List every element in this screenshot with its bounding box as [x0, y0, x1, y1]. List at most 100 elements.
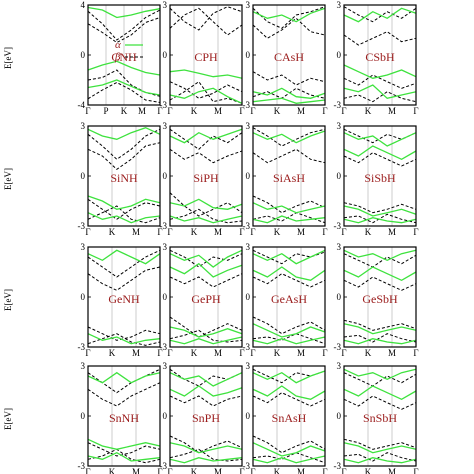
alpha-band: [343, 64, 417, 79]
beta-band: [343, 6, 417, 23]
alpha-band: [343, 145, 417, 161]
beta-band: [252, 195, 326, 214]
x-tick-label: K: [191, 227, 198, 237]
x-tick-label: Γ: [85, 227, 90, 237]
y-tick-label: 0: [163, 292, 168, 302]
material-label: CPH: [194, 50, 218, 64]
alpha-band: [252, 97, 326, 104]
y-tick-label: -3: [243, 221, 251, 231]
x-tick-label: Γ: [157, 467, 162, 474]
beta-band: [252, 148, 326, 164]
material-label: SiAsH: [273, 171, 305, 185]
alpha-band: [169, 215, 243, 224]
alpha-band: [252, 202, 326, 214]
beta-band: [252, 87, 326, 99]
alpha-band: [252, 87, 326, 99]
beta-band: [343, 152, 417, 167]
x-tick-label: K: [365, 348, 372, 358]
y-tick-label: -3: [160, 342, 168, 352]
y-axis-title: E[eV]: [3, 408, 13, 430]
alpha-band: [169, 262, 243, 278]
material-label: SiSbH: [364, 171, 396, 185]
x-tick-label: K: [109, 467, 116, 474]
y-tick-label: -4: [78, 100, 86, 110]
beta-band: [252, 368, 326, 384]
x-tick-label: M: [132, 227, 140, 237]
x-tick-label: Γ: [341, 467, 346, 474]
beta-band: [252, 6, 326, 29]
alpha-band: [343, 7, 417, 23]
y-tick-label: -3: [334, 100, 342, 110]
x-tick-label: K: [365, 227, 372, 237]
beta-band: [169, 7, 243, 36]
y-tick-label: 3: [246, 0, 251, 10]
material-label: GeSbH: [362, 292, 398, 306]
x-tick-label: M: [388, 106, 396, 116]
y-tick-label: 3: [337, 0, 342, 10]
alpha-band: [343, 385, 417, 401]
x-tick-label: Γ: [341, 227, 346, 237]
x-tick-label: M: [214, 106, 222, 116]
y-tick-label: -3: [78, 221, 86, 231]
beta-band: [252, 435, 326, 454]
x-tick-label: Γ: [413, 106, 418, 116]
material-label: GeNH: [108, 292, 140, 306]
alpha-band: [87, 60, 161, 76]
x-tick-label: M: [388, 348, 396, 358]
y-tick-label: 4: [81, 0, 86, 10]
x-tick-label: Γ: [250, 348, 255, 358]
alpha-band: [252, 385, 326, 400]
x-tick-label: Γ: [157, 227, 162, 237]
beta-band: [87, 128, 161, 160]
beta-band: [252, 392, 326, 407]
x-tick-label: Γ: [341, 348, 346, 358]
material-label: SnPH: [192, 411, 220, 425]
alpha-band: [169, 457, 243, 464]
beta-band: [87, 382, 161, 407]
x-tick-label: M: [297, 106, 305, 116]
beta-band: [343, 213, 417, 224]
x-tick-label: P: [103, 106, 108, 116]
x-tick-label: K: [274, 467, 281, 474]
y-tick-label: -3: [334, 461, 342, 471]
y-tick-label: -3: [243, 342, 251, 352]
alpha-band: [343, 84, 417, 100]
x-tick-label: Γ: [85, 348, 90, 358]
y-tick-label: 3: [81, 121, 86, 131]
x-tick-label: Γ: [167, 227, 172, 237]
material-label: SiPH: [193, 171, 219, 185]
beta-band: [169, 249, 243, 268]
x-tick-label: Γ: [239, 348, 244, 358]
y-tick-label: -3: [78, 342, 86, 352]
legend-symbol: α: [115, 39, 121, 51]
x-tick-label: Γ: [250, 227, 255, 237]
beta-band: [169, 329, 243, 343]
beta-band: [343, 372, 417, 387]
x-tick-label: M: [214, 348, 222, 358]
alpha-band: [343, 368, 417, 381]
x-tick-label: K: [191, 348, 198, 358]
alpha-band: [87, 451, 161, 462]
x-tick-label: Γ: [322, 106, 327, 116]
x-tick-label: Γ: [167, 348, 172, 358]
x-tick-label: Γ: [85, 106, 90, 116]
alpha-band: [252, 370, 326, 384]
y-tick-label: 3: [337, 121, 342, 131]
x-tick-label: Γ: [167, 467, 172, 474]
beta-band: [343, 395, 417, 410]
alpha-band: [169, 249, 243, 268]
x-tick-label: M: [297, 348, 305, 358]
y-axis-titles: E[eV] E[eV] E[eV] E[eV]: [3, 47, 13, 430]
alpha-band: [87, 249, 161, 265]
x-tick-label: M: [214, 227, 222, 237]
x-tick-label: Γ: [341, 106, 346, 116]
y-tick-label: 3: [246, 361, 251, 371]
y-tick-label: 0: [246, 411, 251, 421]
alpha-band: [169, 326, 243, 338]
y-axis-title: E[eV]: [3, 168, 13, 190]
x-tick-label: M: [388, 227, 396, 237]
beta-band: [252, 17, 326, 39]
x-tick-label: K: [274, 106, 281, 116]
beta-band: [169, 192, 243, 217]
